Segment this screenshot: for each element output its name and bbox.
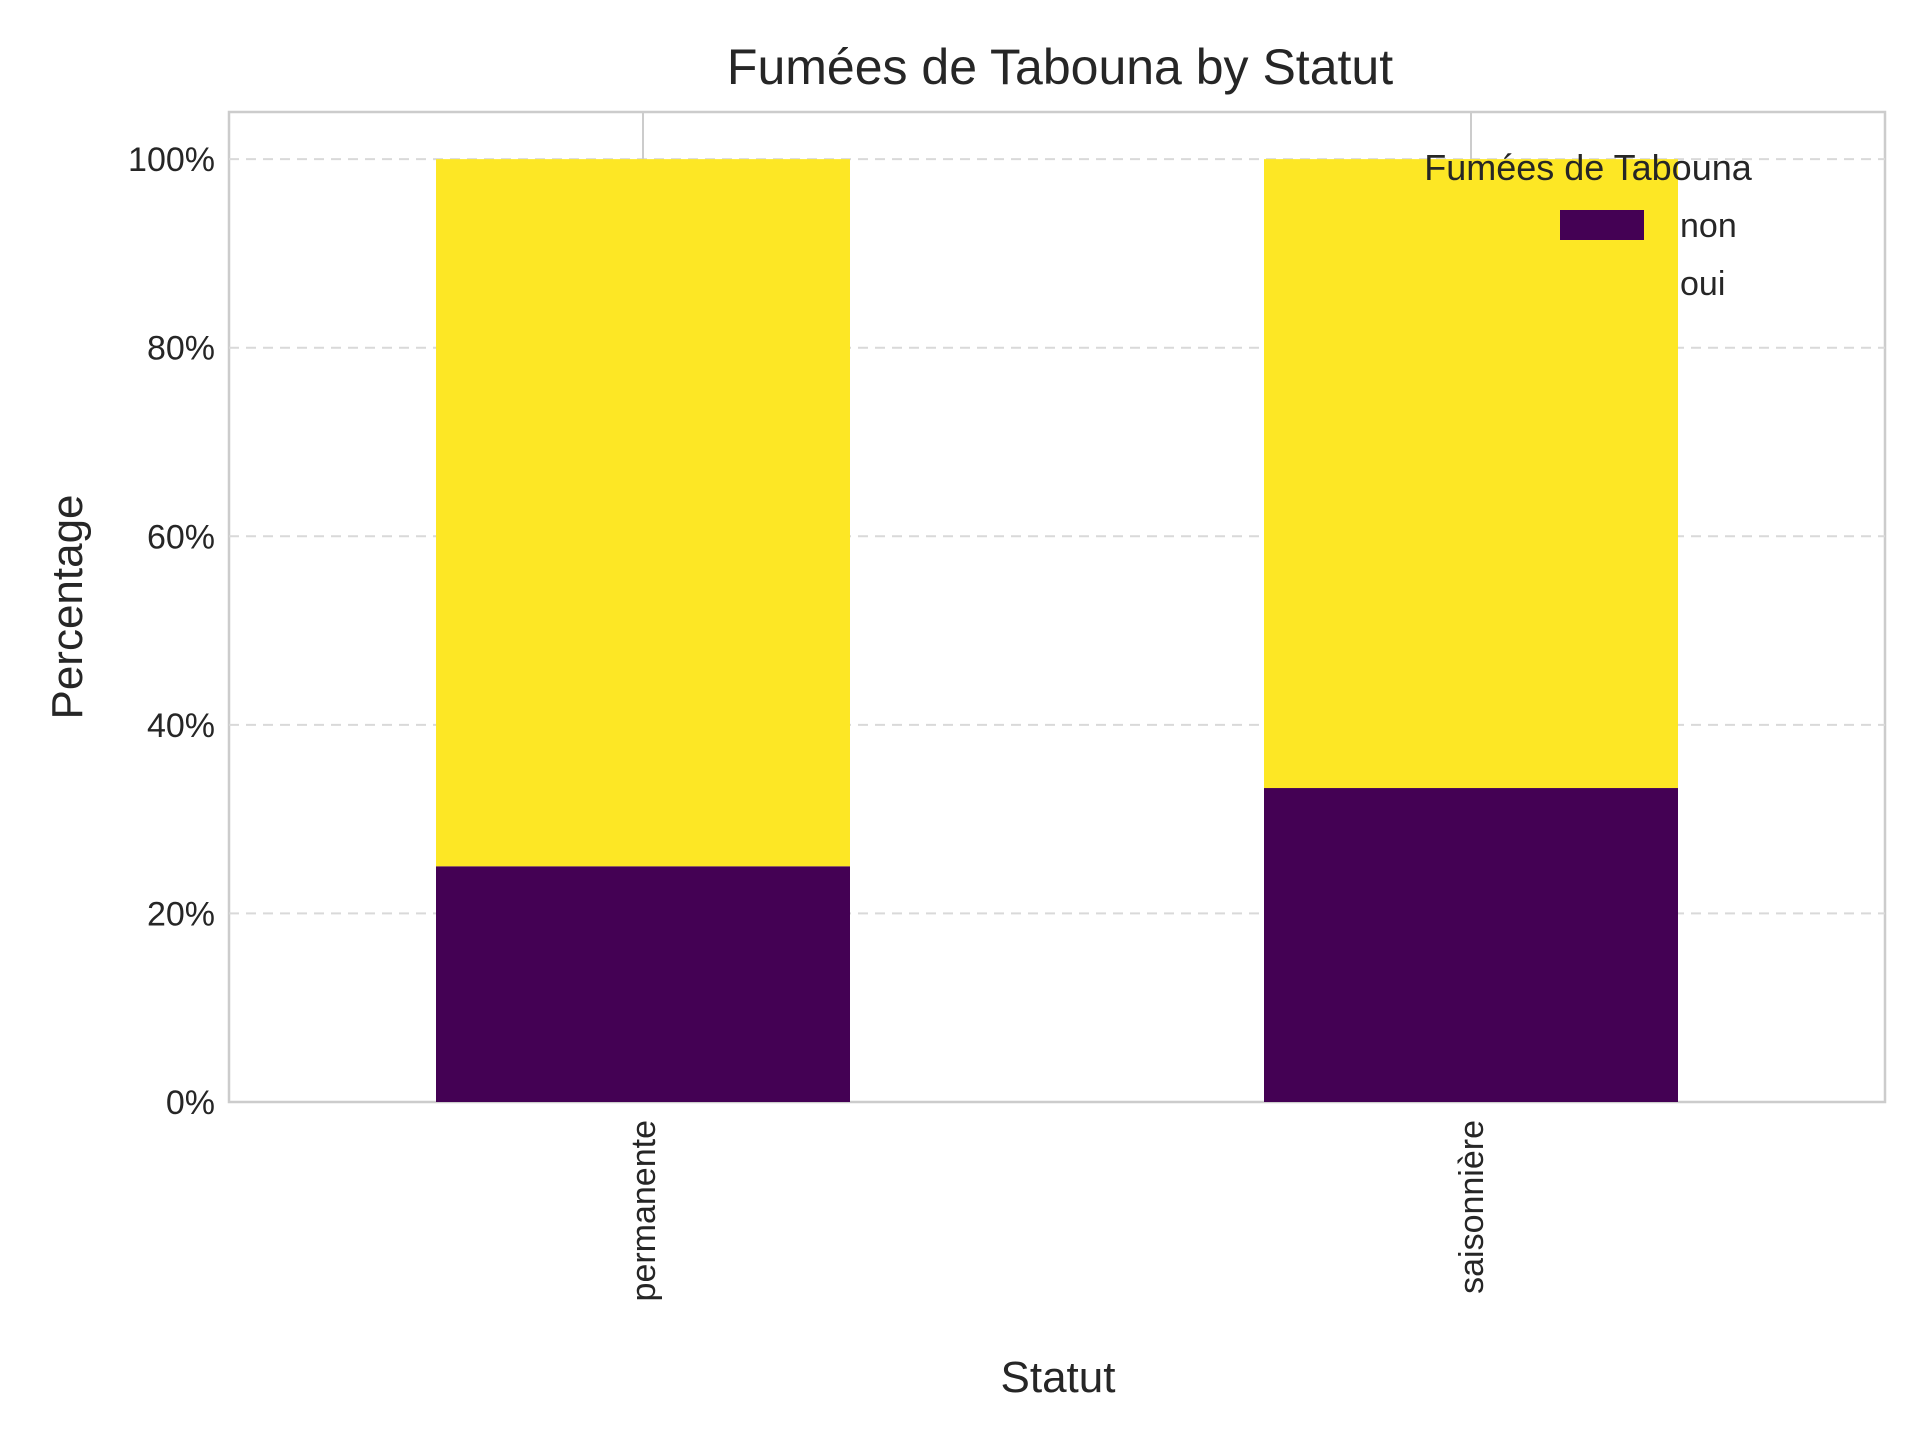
bar-oui-saisonnière [1264,159,1678,789]
y-tick-label: 40% [147,707,215,745]
legend: Fumées de Tabouna non oui [1424,147,1753,303]
y-tick-label: 60% [147,518,215,556]
y-tick-label: 0% [166,1084,215,1122]
bar-non-saisonnière [1264,788,1678,1102]
plot-area [227,110,1887,1104]
y-tick-label: 100% [128,141,215,179]
legend-swatch-non [1560,210,1644,240]
y-tick-label: 80% [147,330,215,368]
x-axis-label: Statut [1001,1353,1116,1402]
x-tick-label: permanente [625,1120,663,1301]
legend-label-non: non [1680,207,1737,245]
legend-items: non oui [1560,207,1737,303]
bars [436,159,1678,1102]
x-tick-label: saisonnière [1453,1120,1491,1294]
bar-oui-permanente [436,159,850,867]
legend-title: Fumées de Tabouna [1424,147,1753,188]
y-axis-label: Percentage [43,494,92,719]
chart-title: Fumées de Tabouna by Statut [727,39,1393,95]
legend-swatch-oui [1560,268,1644,298]
y-axis-ticks: 0% 20% 40% 60% 80% 100% [128,141,215,1122]
y-tick-label: 20% [147,895,215,933]
legend-label-oui: oui [1680,265,1725,303]
x-axis-ticks: permanente saisonnière [625,1120,1491,1301]
bar-non-permanente [436,866,850,1102]
